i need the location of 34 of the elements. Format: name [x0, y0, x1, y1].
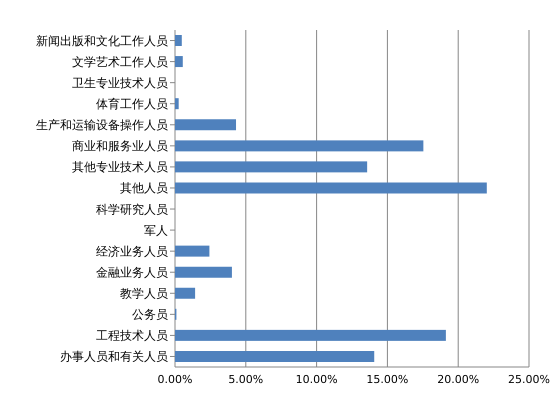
- y-tick-label: 办事人员和有关人员: [60, 350, 168, 364]
- x-tick-label: 20.00%: [437, 372, 480, 386]
- bar: [175, 288, 196, 299]
- bar: [175, 140, 424, 152]
- y-tick-label: 生产和运输设备操作人员: [36, 118, 168, 132]
- bar: [175, 35, 182, 46]
- y-tick-label: 其他人员: [120, 181, 168, 196]
- x-tick-label: 0.00%: [158, 372, 192, 386]
- y-tick-label: 工程技术人员: [96, 328, 168, 343]
- bar: [175, 330, 446, 341]
- y-tick-label: 经济业务人员: [96, 244, 168, 258]
- y-tick-label: 体育工作人员: [96, 96, 168, 111]
- x-tick-label: 25.00%: [508, 372, 550, 386]
- x-tick-label: 5.00%: [228, 372, 264, 386]
- y-tick-label: 军人: [144, 223, 168, 238]
- bar: [175, 119, 236, 130]
- bar: [175, 246, 210, 257]
- y-tick-label: 公务员: [132, 308, 168, 322]
- y-tick-label: 新闻出版和文化工作人员: [36, 34, 168, 48]
- y-tick-label: 金融业务人员: [96, 265, 168, 280]
- y-tick-label: 卫生专业技术人员: [72, 76, 168, 90]
- y-tick-label: 科学研究人员: [96, 202, 168, 216]
- bar: [175, 56, 183, 68]
- y-tick-label: 商业和服务业人员: [72, 139, 168, 154]
- x-tick-label: 15.00%: [366, 372, 408, 386]
- bar: [175, 161, 368, 172]
- x-tick-label: 10.00%: [296, 372, 338, 386]
- y-tick-label: 其他专业技术人员: [72, 160, 168, 174]
- bar: [175, 182, 487, 194]
- y-tick-label: 教学人员: [120, 286, 168, 301]
- bar: [175, 98, 179, 110]
- bar: [175, 350, 374, 362]
- y-tick-label: 文学艺术工作人员: [72, 54, 168, 69]
- bar: [175, 266, 232, 278]
